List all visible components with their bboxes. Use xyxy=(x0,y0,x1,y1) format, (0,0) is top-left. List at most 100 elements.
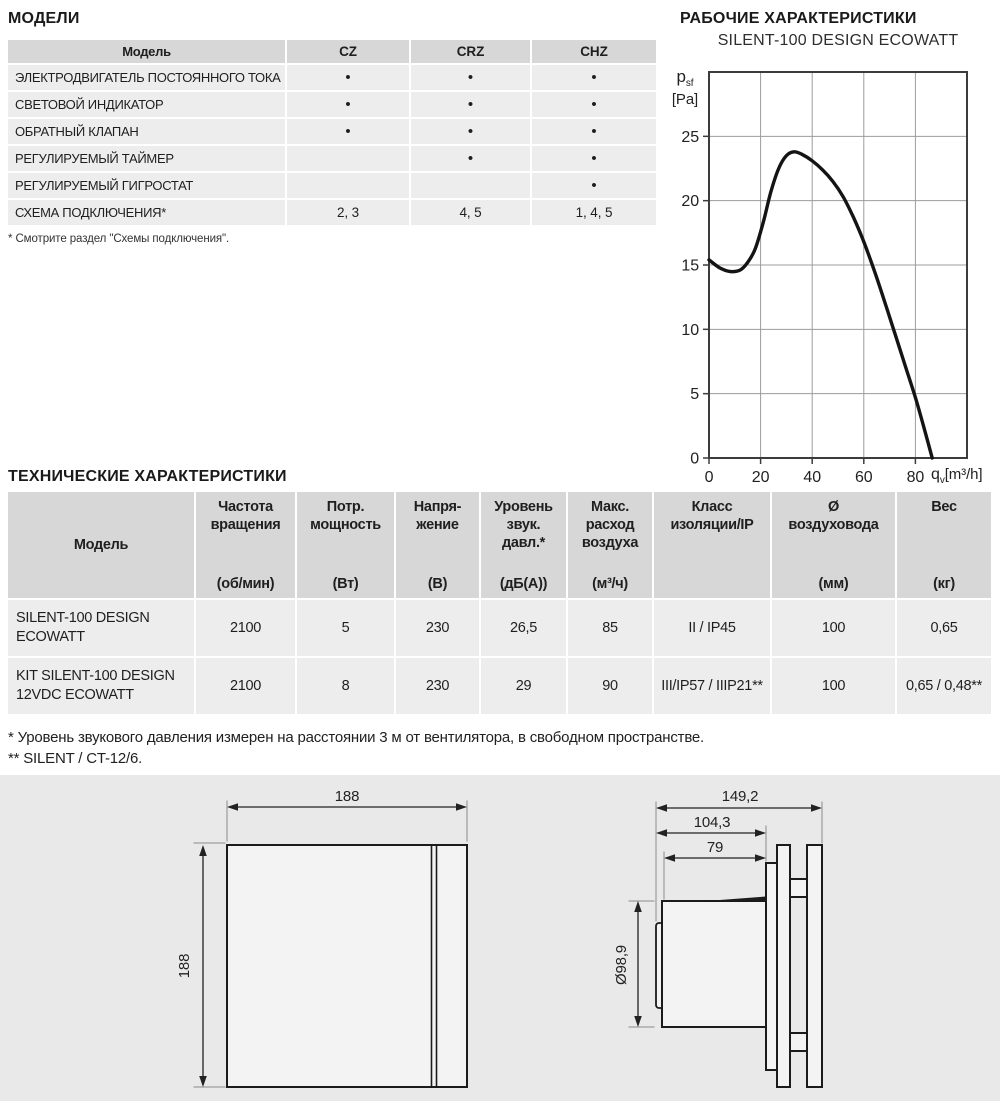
tech-cell: 230 xyxy=(396,600,479,656)
svg-text:20: 20 xyxy=(681,193,699,210)
front-width-dimension: 188 xyxy=(334,788,360,805)
col-unit: (мм) xyxy=(818,576,849,592)
feature-cell: • xyxy=(287,65,409,90)
col-label: Уровень звук. давл.* xyxy=(494,499,553,551)
col-unit: (об/мин) xyxy=(216,576,275,592)
feature-cell: • xyxy=(287,92,409,117)
col-unit: (дБ(А)) xyxy=(499,576,548,592)
chart-title: SILENT-100 DESIGN ECOWATT xyxy=(717,32,959,49)
tech-cell: 26,5 xyxy=(481,600,566,656)
tech-col-header-weight: Вес (кг) xyxy=(897,492,991,598)
col-label: Макс. расход воздуха xyxy=(581,499,639,551)
col-label: Напря- жение xyxy=(413,499,462,533)
col-label: Вес xyxy=(931,499,957,515)
feature-cell xyxy=(287,173,409,198)
tech-table: Модель Частота вращения (об/мин) Потр. мо… xyxy=(8,492,993,714)
models-col-header-cz: CZ xyxy=(287,40,409,63)
svg-text:60: 60 xyxy=(855,469,873,486)
tech-cell: 100 xyxy=(772,658,895,714)
tech-col-header-power: Потр. мощность (Вт) xyxy=(297,492,394,598)
tech-row-model: SILENT-100 DESIGN ECOWATT xyxy=(8,600,194,656)
svg-text:25: 25 xyxy=(681,129,699,146)
feature-cell: • xyxy=(411,65,530,90)
y-axis-sub: sf xyxy=(685,78,694,89)
feature-row-label: ЭЛЕКТРОДВИГАТЕЛЬ ПОСТОЯННОГО ТОКА xyxy=(8,65,285,90)
models-col-header-chz: CHZ xyxy=(532,40,656,63)
feature-cell: 4, 5 xyxy=(411,200,530,225)
feature-cell: 1, 4, 5 xyxy=(532,200,656,225)
side-total-depth-dimension: 149,2 xyxy=(721,788,759,805)
tech-cell: 100 xyxy=(772,600,895,656)
svg-text:10: 10 xyxy=(681,322,699,339)
tech-cell: II / IP45 xyxy=(654,600,770,656)
tech-col-header-insulation: Класс изоляции/IP xyxy=(654,492,770,598)
tech-col-header-sound: Уровень звук. давл.* (дБ(А)) xyxy=(481,492,566,598)
side-view-drawing xyxy=(628,801,823,1088)
tech-col-header-model: Модель xyxy=(8,492,194,598)
feature-cell xyxy=(411,173,530,198)
tech-cell: 230 xyxy=(396,658,479,714)
chart-x-axis-label: qv[m³/h] xyxy=(931,466,983,486)
models-table: Модель CZ CRZ CHZ ЭЛЕКТРОДВИГАТЕЛЬ ПОСТО… xyxy=(8,40,658,225)
tech-footnote-2: ** SILENT / CT-12/6. xyxy=(8,750,143,767)
tech-cell: 90 xyxy=(568,658,652,714)
side-duct-to-plate-dimension: 104,3 xyxy=(693,814,731,831)
tech-col-header-airflow: Макс. расход воздуха (м³/ч) xyxy=(568,492,652,598)
dimensional-drawings xyxy=(193,800,823,1088)
tech-cell: 85 xyxy=(568,600,652,656)
col-unit: (Вт) xyxy=(332,576,359,592)
col-unit: (кг) xyxy=(933,576,955,592)
tech-cell: 0,65 / 0,48** xyxy=(897,658,991,714)
x-axis-sub: v xyxy=(939,475,945,486)
y-axis-symbol: p xyxy=(676,67,686,86)
feature-cell: • xyxy=(411,92,530,117)
svg-text:0: 0 xyxy=(690,451,699,468)
y-axis-unit: [Pa] xyxy=(671,91,699,108)
performance-chart: 0 5 10 15 20 25 0 20 40 60 80 xyxy=(681,71,968,486)
feature-cell xyxy=(287,146,409,171)
tech-footnotes: * Уровень звукового давления измерен на … xyxy=(8,727,704,769)
models-section-title: МОДЕЛИ xyxy=(8,10,80,27)
svg-text:5: 5 xyxy=(690,386,699,403)
tech-cell: 0,65 xyxy=(897,600,991,656)
feature-row-label: РЕГУЛИРУЕМЫЙ ГИГРОСТАТ xyxy=(8,173,285,198)
feature-cell: • xyxy=(411,146,530,171)
feature-cell: • xyxy=(532,92,656,117)
feature-row-label: СХЕМА ПОДКЛЮЧЕНИЯ* xyxy=(8,200,285,225)
feature-row-label: РЕГУЛИРУЕМЫЙ ТАЙМЕР xyxy=(8,146,285,171)
models-col-header-model: Модель xyxy=(8,40,285,63)
tech-cell: 2100 xyxy=(196,600,295,656)
tech-cell: 8 xyxy=(297,658,394,714)
models-footnote: * Смотрите раздел "Схемы подключения". xyxy=(8,233,230,245)
tech-col-header-voltage: Напря- жение (В) xyxy=(396,492,479,598)
col-label: Класс изоляции/IP xyxy=(670,499,754,533)
col-unit: (м³/ч) xyxy=(592,576,628,592)
col-unit: (В) xyxy=(427,576,448,592)
x-axis-unit: [m³/h] xyxy=(944,466,983,483)
feature-cell: • xyxy=(532,119,656,144)
tech-footnote-1: * Уровень звукового давления измерен на … xyxy=(8,729,705,746)
col-label: Модель xyxy=(73,537,129,553)
tech-col-header-diameter: Ø воздуховода (мм) xyxy=(772,492,895,598)
tech-section-title: ТЕХНИЧЕСКИЕ ХАРАКТЕРИСТИКИ xyxy=(8,468,287,485)
svg-text:80: 80 xyxy=(907,469,925,486)
tech-cell: 5 xyxy=(297,600,394,656)
feature-cell: • xyxy=(532,65,656,90)
tech-col-header-speed: Частота вращения (об/мин) xyxy=(196,492,295,598)
chart-y-axis-label: psf [Pa] xyxy=(662,67,708,108)
feature-cell: • xyxy=(411,119,530,144)
models-col-header-crz: CRZ xyxy=(411,40,530,63)
tech-row-model: KIT SILENT-100 DESIGN 12VDC ECOWATT xyxy=(8,658,194,714)
side-diameter-dimension: Ø98,9 xyxy=(613,945,630,985)
feature-cell: • xyxy=(532,173,656,198)
col-label: Ø воздуховода xyxy=(788,499,879,533)
svg-text:20: 20 xyxy=(752,469,770,486)
tech-cell: III/IP57 / IIIP21** xyxy=(654,658,770,714)
svg-text:40: 40 xyxy=(803,469,821,486)
side-duct-length-dimension: 79 xyxy=(706,839,724,856)
x-axis-symbol: q xyxy=(931,466,940,483)
feature-cell: • xyxy=(287,119,409,144)
col-label: Частота вращения xyxy=(210,499,281,533)
tech-cell: 29 xyxy=(481,658,566,714)
tech-cell: 2100 xyxy=(196,658,295,714)
